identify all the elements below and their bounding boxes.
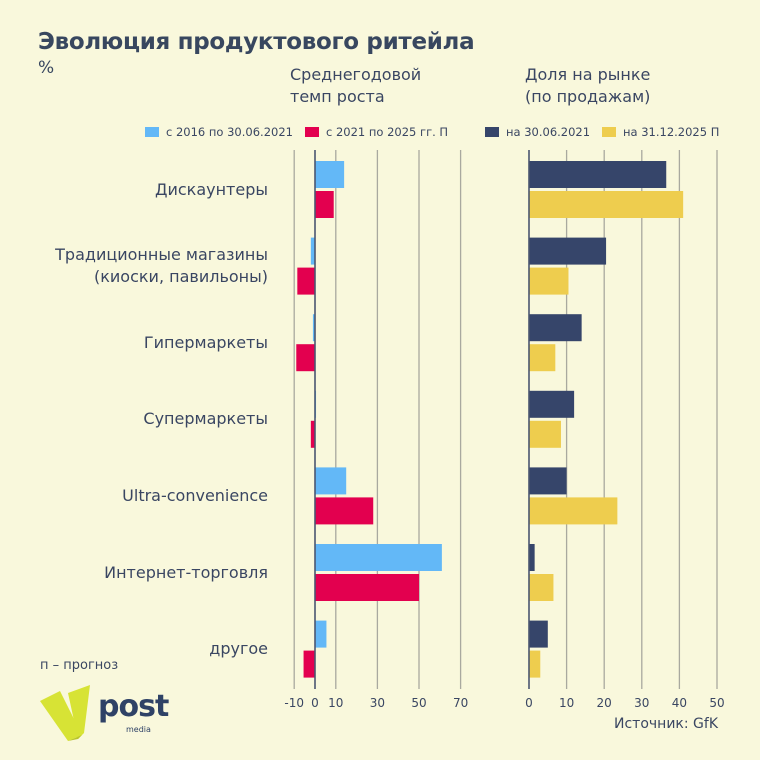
growth-tick-label: 30: [370, 696, 385, 710]
legend-label: с 2016 по 30.06.2021: [166, 125, 293, 139]
growth-bar-s0-1: [310, 237, 315, 265]
share-bar-s1-6: [529, 650, 541, 678]
legend-label: с 2021 по 2025 гг. П: [326, 125, 449, 139]
share-bar-s1-2: [529, 344, 556, 372]
growth-tick-label: 10: [328, 696, 343, 710]
growth-bar-s0-0: [315, 161, 345, 188]
growth-tick-label: 50: [411, 696, 426, 710]
logo-subtext: media: [126, 725, 151, 734]
legend-item-share-2021: на 30.06.2021: [485, 124, 590, 140]
share-subtitle-line-2: (по продажам): [525, 87, 651, 106]
legend-item-growth-2021-2025: с 2021 по 2025 гг. П: [305, 124, 448, 140]
logo-text: post: [98, 689, 169, 724]
share-tick-label: 20: [597, 696, 612, 710]
share-bar-s0-0: [529, 161, 667, 188]
legend-item-growth-2016-2021: с 2016 по 30.06.2021: [145, 124, 293, 140]
share-bar-s1-0: [529, 191, 684, 218]
source-label: Источник: GfK: [614, 716, 718, 732]
growth-bar-s1-1: [297, 267, 315, 295]
growth-bar-s1-2: [296, 344, 315, 372]
legend-item-share-2025: на 31.12.2025 П: [602, 124, 719, 140]
growth-bar-s1-3: [310, 420, 315, 448]
share-bar-s1-3: [529, 420, 561, 448]
category-label: Дискаунтеры: [155, 179, 268, 201]
legend-swatch-blue: [145, 127, 159, 137]
growth-bar-s1-6: [303, 650, 315, 678]
share-bar-s0-2: [529, 314, 582, 342]
growth-tick-label: -10: [284, 696, 304, 710]
share-bar-s1-4: [529, 497, 618, 525]
growth-bar-s1-5: [315, 574, 419, 601]
category-label-line: Супермаркеты: [143, 409, 268, 429]
category-label-line: Дискаунтеры: [154, 179, 268, 199]
postmedia-logo: post media: [38, 683, 169, 753]
share-bar-s1-1: [529, 267, 569, 295]
category-label-line: Ultra-convenience: [122, 485, 268, 505]
share-bar-s0-6: [529, 620, 548, 648]
category-label: Гипермаркеты: [144, 332, 268, 354]
growth-bar-s0-4: [315, 467, 347, 495]
category-label-line: Традиционные магазины: [55, 245, 268, 265]
share-chart-subtitle: Доля на рынке (по продажам): [525, 64, 650, 108]
category-label-line: Интернет-торговля: [104, 562, 268, 582]
growth-subtitle-line-1: Среднегодовой: [290, 65, 422, 84]
category-label: другое: [209, 638, 268, 660]
share-tick-label: 50: [709, 696, 724, 710]
share-bar-s1-5: [529, 574, 554, 601]
share-bar-s0-5: [529, 544, 535, 571]
legend-swatch-yellow: [602, 127, 616, 137]
logo-v-icon: [40, 685, 90, 741]
growth-tick-label: 0: [311, 696, 319, 710]
growth-bar-s1-4: [315, 497, 374, 525]
share-bar-s0-4: [529, 467, 567, 495]
category-label-line: другое: [209, 639, 268, 659]
share-tick-label: 10: [559, 696, 574, 710]
unit-label: %: [38, 58, 55, 78]
category-label: Ultra-convenience: [122, 485, 268, 507]
growth-subtitle-line-2: темп роста: [290, 87, 385, 106]
category-label-line: (киоски, павильоны): [94, 267, 268, 287]
growth-chart-subtitle: Среднегодовой темп роста: [290, 64, 421, 108]
forecast-footnote: п – прогноз: [40, 658, 119, 673]
growth-bar-s0-5: [315, 544, 442, 571]
share-tick-label: 40: [672, 696, 687, 710]
category-label: Супермаркеты: [143, 408, 268, 430]
category-label: Традиционные магазины (киоски, павильоны): [55, 244, 268, 288]
category-label: Интернет-торговля: [104, 562, 268, 584]
legend-label: на 30.06.2021: [506, 125, 591, 139]
share-subtitle-line-1: Доля на рынке: [525, 65, 651, 84]
share-tick-label: 0: [525, 696, 533, 710]
growth-bar-s1-0: [315, 191, 334, 218]
legend-swatch-red: [305, 127, 319, 137]
category-label-line: Гипермаркеты: [143, 332, 268, 352]
chart-title: Эволюция продуктового ритейла: [38, 29, 475, 55]
share-bar-s0-3: [529, 390, 575, 418]
growth-bar-s0-2: [312, 314, 315, 342]
share-tick-label: 30: [634, 696, 649, 710]
growth-bar-s0-6: [315, 620, 327, 648]
growth-tick-label: 70: [453, 696, 468, 710]
legend-label: на 31.12.2025 П: [623, 125, 720, 139]
share-bar-s0-1: [529, 237, 607, 265]
legend-swatch-navy: [485, 127, 499, 137]
